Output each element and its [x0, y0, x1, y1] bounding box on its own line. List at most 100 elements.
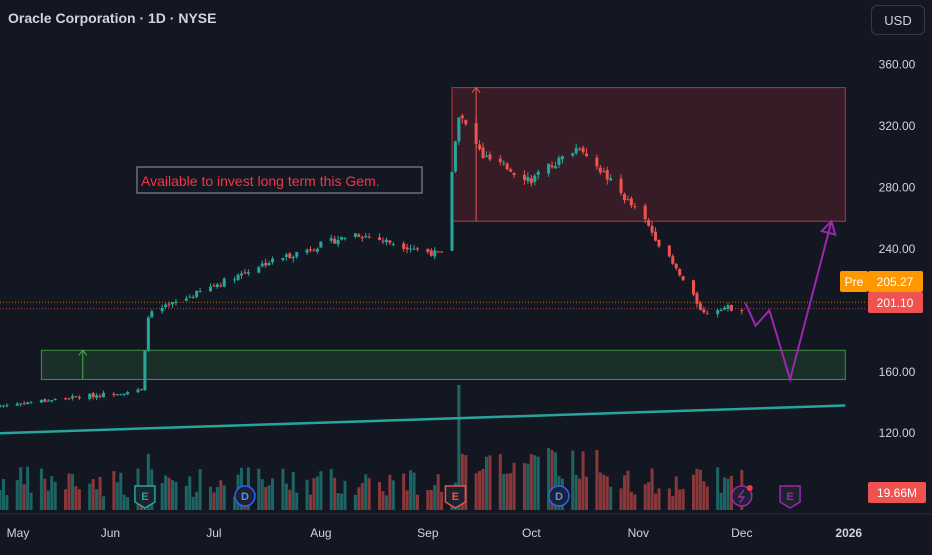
candle — [184, 298, 188, 301]
projection-arrowhead — [819, 219, 837, 237]
event-marker-earnings-5[interactable]: E — [779, 485, 801, 509]
candle — [440, 251, 444, 253]
volume-bar — [67, 473, 71, 510]
price-scale[interactable]: 360.00320.00280.00240.00160.00120.0080.0… — [879, 58, 916, 502]
support-arrow[interactable] — [78, 349, 88, 380]
volume-bar — [460, 453, 464, 510]
candle — [622, 194, 626, 201]
volume-bar — [364, 474, 368, 510]
volume-value: 19.66M — [877, 486, 917, 500]
candle — [602, 171, 606, 173]
volume-bar — [198, 469, 202, 510]
volume-bar — [319, 471, 323, 510]
volume-bar — [547, 448, 551, 510]
candle — [384, 239, 388, 243]
volume-bar — [502, 474, 506, 510]
candle — [19, 403, 23, 405]
volume-bar — [119, 472, 123, 510]
last-price-badge: 201.10 — [868, 292, 923, 313]
candle — [340, 236, 344, 240]
candle — [188, 296, 192, 298]
volume-bar — [309, 494, 313, 510]
volume-bar — [647, 482, 651, 510]
candle — [240, 273, 244, 276]
volume-bar — [674, 476, 678, 510]
volume-bar — [605, 476, 609, 510]
event-marker-earnings-0[interactable]: E — [134, 485, 156, 509]
candle — [585, 153, 589, 157]
candle — [267, 263, 271, 266]
volume-bar — [267, 485, 271, 510]
volume-bar — [412, 472, 416, 510]
candle — [522, 174, 526, 180]
event-marker-dividend-1[interactable]: D — [234, 485, 256, 507]
volume-bar — [98, 476, 102, 510]
candle — [488, 154, 492, 160]
event-marker-dividend-3[interactable]: D — [548, 485, 570, 507]
candle — [671, 256, 675, 264]
time-scale[interactable]: May Jun Jul Aug Sep Oct Nov Dec 2026 — [0, 513, 932, 540]
volume-bar — [384, 495, 388, 510]
candle — [698, 303, 702, 311]
candle — [160, 307, 164, 312]
candle — [195, 290, 199, 297]
volume-bar — [598, 472, 602, 510]
volume-bar — [5, 495, 9, 510]
x-tick-label: Jul — [206, 526, 221, 540]
candle — [102, 392, 106, 398]
candle — [5, 405, 9, 407]
volume-bar — [171, 480, 175, 510]
volume-bar — [39, 468, 43, 510]
candle — [119, 394, 123, 396]
volume-bar — [650, 468, 654, 510]
resistance-zone[interactable] — [451, 87, 846, 222]
event-label: E — [452, 491, 459, 503]
event-label: E — [786, 491, 793, 503]
volume-bar — [695, 468, 699, 510]
volume-bar — [88, 483, 92, 510]
volume-bar — [581, 451, 585, 510]
volume-bar — [360, 483, 364, 510]
candle — [139, 389, 143, 391]
volume-bar — [102, 496, 106, 510]
candle — [505, 163, 509, 170]
event-marker-flash-4[interactable] — [731, 485, 753, 507]
volume-bar — [526, 463, 530, 510]
volume-bar — [315, 476, 319, 510]
candle — [412, 248, 416, 250]
currency-button[interactable]: USD — [871, 5, 925, 35]
candle — [1, 405, 5, 407]
volume-bar — [633, 494, 637, 510]
volume-bar — [409, 470, 413, 510]
candle — [657, 239, 661, 247]
volume-bar — [626, 470, 630, 510]
candle — [271, 258, 275, 263]
candle — [478, 144, 482, 150]
resistance-arrow[interactable] — [471, 86, 481, 222]
candle — [678, 269, 682, 276]
candle — [112, 393, 116, 395]
y-tick-label: 320.00 — [879, 119, 916, 133]
volume-bar — [415, 494, 419, 510]
volume-bar — [288, 489, 292, 510]
volume-bar — [464, 455, 468, 510]
volume-bar — [122, 494, 126, 510]
event-marker-earnings-2[interactable]: E — [444, 485, 467, 509]
support-zone[interactable] — [40, 349, 846, 380]
candle — [281, 258, 285, 260]
candle — [633, 206, 637, 208]
candle — [674, 263, 678, 269]
candle — [643, 205, 647, 220]
candle — [305, 249, 309, 253]
volume-bar — [705, 486, 709, 510]
candle — [509, 169, 513, 172]
annotation-box[interactable]: Available to invest long term this Gem. — [136, 166, 423, 194]
projection-path[interactable] — [744, 220, 833, 384]
candle — [609, 178, 613, 181]
volume-bar — [474, 473, 478, 510]
candle — [29, 402, 33, 404]
trendline[interactable] — [0, 404, 846, 435]
volume-bar — [629, 491, 633, 510]
